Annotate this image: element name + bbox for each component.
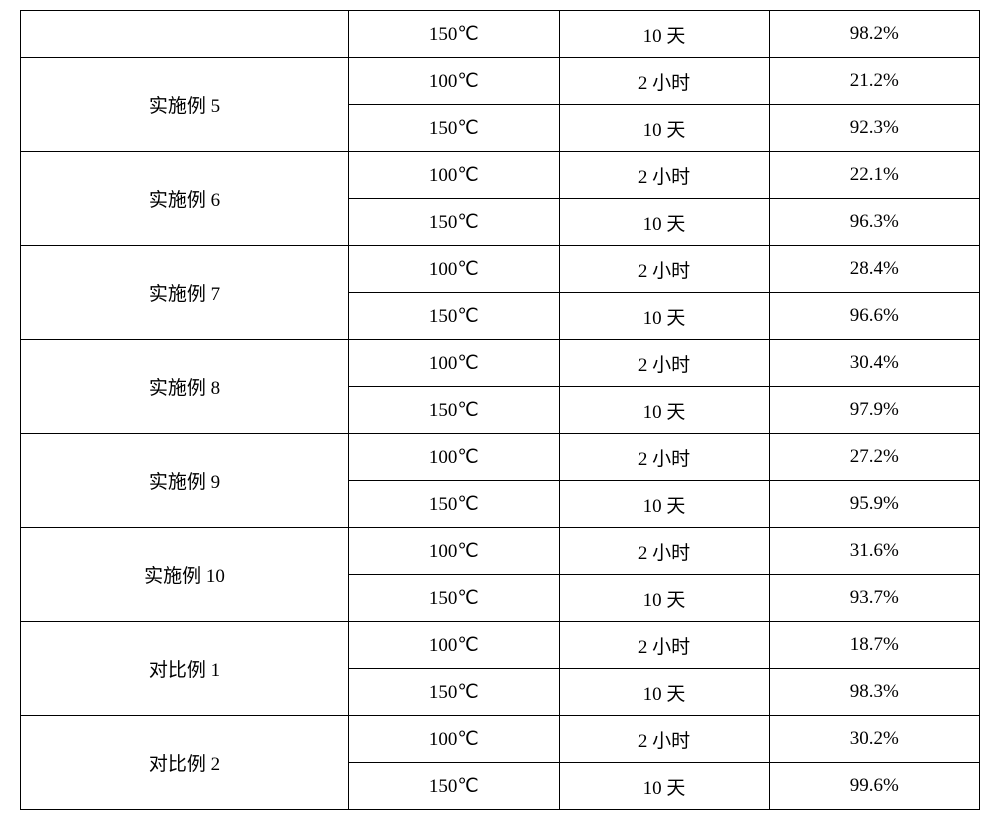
cell-temp: 150℃	[349, 481, 559, 528]
cell-time: 2 小时	[559, 340, 769, 387]
cell-time: 2 小时	[559, 434, 769, 481]
table-row: 实施例 5 100℃ 2 小时 21.2%	[21, 58, 980, 105]
cell-label: 实施例 8	[21, 340, 349, 434]
cell-temp: 100℃	[349, 528, 559, 575]
cell-time: 10 天	[559, 763, 769, 810]
table-row: 对比例 2 100℃ 2 小时 30.2%	[21, 716, 980, 763]
cell-pct: 30.2%	[769, 716, 979, 763]
cell-temp: 150℃	[349, 11, 559, 58]
cell-pct: 27.2%	[769, 434, 979, 481]
cell-label: 实施例 6	[21, 152, 349, 246]
table-row: 对比例 1 100℃ 2 小时 18.7%	[21, 622, 980, 669]
cell-time: 2 小时	[559, 152, 769, 199]
cell-pct: 30.4%	[769, 340, 979, 387]
cell-pct: 21.2%	[769, 58, 979, 105]
cell-pct: 31.6%	[769, 528, 979, 575]
cell-temp: 150℃	[349, 105, 559, 152]
cell-temp: 100℃	[349, 58, 559, 105]
cell-temp: 150℃	[349, 763, 559, 810]
cell-time: 10 天	[559, 199, 769, 246]
cell-temp: 150℃	[349, 669, 559, 716]
cell-temp: 150℃	[349, 293, 559, 340]
cell-time: 10 天	[559, 293, 769, 340]
table-row: 实施例 8 100℃ 2 小时 30.4%	[21, 340, 980, 387]
cell-temp: 150℃	[349, 387, 559, 434]
cell-time: 2 小时	[559, 246, 769, 293]
cell-label: 实施例 10	[21, 528, 349, 622]
cell-time: 10 天	[559, 481, 769, 528]
cell-pct: 98.3%	[769, 669, 979, 716]
table-body: 150℃ 10 天 98.2% 实施例 5 100℃ 2 小时 21.2% 15…	[21, 11, 980, 810]
cell-label: 实施例 7	[21, 246, 349, 340]
cell-label	[21, 11, 349, 58]
table-row: 实施例 10 100℃ 2 小时 31.6%	[21, 528, 980, 575]
cell-pct: 98.2%	[769, 11, 979, 58]
cell-temp: 100℃	[349, 716, 559, 763]
table-row: 实施例 9 100℃ 2 小时 27.2%	[21, 434, 980, 481]
cell-pct: 93.7%	[769, 575, 979, 622]
cell-pct: 92.3%	[769, 105, 979, 152]
table-row: 实施例 6 100℃ 2 小时 22.1%	[21, 152, 980, 199]
cell-pct: 22.1%	[769, 152, 979, 199]
cell-pct: 96.6%	[769, 293, 979, 340]
cell-temp: 100℃	[349, 246, 559, 293]
cell-time: 10 天	[559, 11, 769, 58]
cell-pct: 97.9%	[769, 387, 979, 434]
cell-label: 实施例 9	[21, 434, 349, 528]
cell-temp: 100℃	[349, 340, 559, 387]
cell-pct: 18.7%	[769, 622, 979, 669]
cell-pct: 99.6%	[769, 763, 979, 810]
cell-time: 2 小时	[559, 716, 769, 763]
data-table: 150℃ 10 天 98.2% 实施例 5 100℃ 2 小时 21.2% 15…	[20, 10, 980, 810]
cell-label: 对比例 2	[21, 716, 349, 810]
cell-pct: 96.3%	[769, 199, 979, 246]
table-row: 150℃ 10 天 98.2%	[21, 11, 980, 58]
cell-label: 实施例 5	[21, 58, 349, 152]
cell-time: 10 天	[559, 669, 769, 716]
cell-temp: 100℃	[349, 622, 559, 669]
cell-temp: 100℃	[349, 152, 559, 199]
cell-pct: 95.9%	[769, 481, 979, 528]
cell-label: 对比例 1	[21, 622, 349, 716]
cell-pct: 28.4%	[769, 246, 979, 293]
cell-time: 10 天	[559, 575, 769, 622]
cell-temp: 150℃	[349, 575, 559, 622]
table-row: 实施例 7 100℃ 2 小时 28.4%	[21, 246, 980, 293]
cell-temp: 100℃	[349, 434, 559, 481]
cell-time: 2 小时	[559, 622, 769, 669]
cell-temp: 150℃	[349, 199, 559, 246]
cell-time: 10 天	[559, 105, 769, 152]
cell-time: 2 小时	[559, 58, 769, 105]
cell-time: 2 小时	[559, 528, 769, 575]
cell-time: 10 天	[559, 387, 769, 434]
